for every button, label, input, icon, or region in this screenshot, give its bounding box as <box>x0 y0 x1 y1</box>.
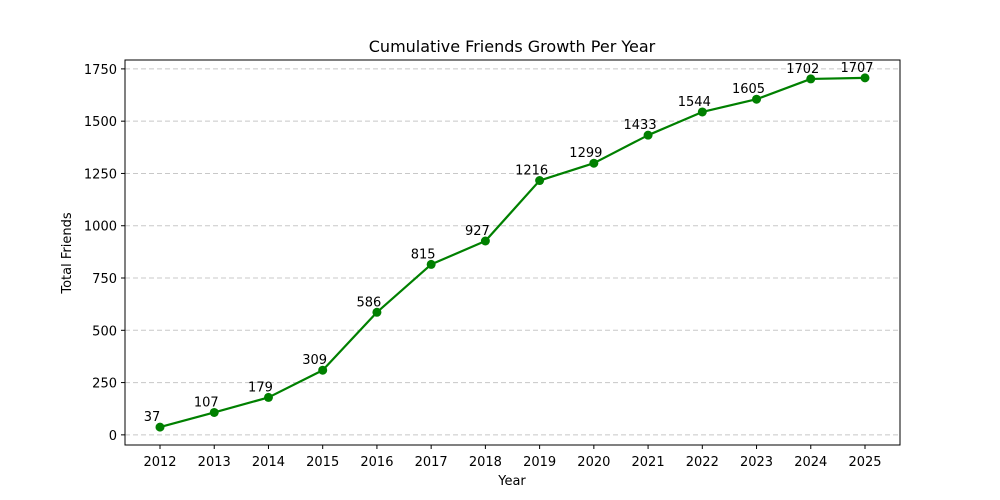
y-tick-label: 1750 <box>84 63 117 78</box>
data-point <box>535 176 545 186</box>
data-label: 1702 <box>786 62 819 77</box>
data-label: 107 <box>194 395 219 410</box>
y-tick-label: 500 <box>92 324 117 339</box>
x-tick-label: 2014 <box>252 455 285 470</box>
data-point <box>426 259 436 269</box>
data-point <box>263 392 273 402</box>
x-axis-label: Year <box>497 474 526 489</box>
x-tick-label: 2013 <box>198 455 231 470</box>
data-point <box>643 130 653 140</box>
data-point <box>372 307 382 317</box>
data-point <box>860 73 870 83</box>
x-tick-label: 2018 <box>469 455 502 470</box>
data-label: 1605 <box>732 82 765 97</box>
data-point <box>752 94 762 104</box>
data-label: 1707 <box>840 61 873 76</box>
axes: 0 250 500 750 1000 1250 1500 1750 2012 2013 2014 20… <box>84 59 901 470</box>
data-label: 179 <box>248 380 273 395</box>
data-label: 927 <box>465 224 490 239</box>
y-tick-label: 0 <box>109 429 117 444</box>
y-axis-label: Total Friends <box>60 212 75 294</box>
data-label: 586 <box>357 295 382 310</box>
data-point <box>480 236 490 246</box>
x-tick-label: 2023 <box>740 455 773 470</box>
series-line <box>159 76 866 429</box>
data-label: 37 <box>144 410 161 425</box>
x-tick-label: 2012 <box>143 455 176 470</box>
data-point <box>155 422 165 432</box>
data-point <box>806 74 816 84</box>
series-layer <box>155 73 870 432</box>
data-label: 1433 <box>624 118 657 133</box>
y-tick-label: 750 <box>92 272 117 287</box>
y-tick-label: 250 <box>92 377 117 392</box>
gridlines <box>125 68 900 436</box>
plot-frame <box>124 59 901 446</box>
y-tick-label: 1000 <box>84 220 117 235</box>
chart-title: Cumulative Friends Growth Per Year <box>369 37 656 56</box>
x-tick-label: 2021 <box>632 455 665 470</box>
data-labels: 37 107 179 309 586 815 927 1216 1299 1433 1544 1605… <box>144 61 874 425</box>
x-tick-label: 2025 <box>848 455 881 470</box>
x-tick-label: 2015 <box>306 455 339 470</box>
data-label: 1299 <box>569 146 602 161</box>
data-label: 309 <box>302 353 327 368</box>
x-tick-label: 2022 <box>686 455 719 470</box>
y-tick-label: 1250 <box>84 167 117 182</box>
x-tick-label: 2016 <box>360 455 393 470</box>
x-tick-label: 2024 <box>794 455 827 470</box>
data-point <box>318 365 328 375</box>
x-tick-label: 2019 <box>523 455 556 470</box>
data-label: 1544 <box>678 95 711 110</box>
data-label: 1216 <box>515 164 548 179</box>
data-point <box>589 158 599 168</box>
data-point <box>697 107 707 117</box>
x-tick-label: 2020 <box>577 455 610 470</box>
data-label: 815 <box>411 247 436 262</box>
data-point <box>209 407 219 417</box>
x-tick-label: 2017 <box>415 455 448 470</box>
y-tick-label: 1500 <box>84 115 117 130</box>
